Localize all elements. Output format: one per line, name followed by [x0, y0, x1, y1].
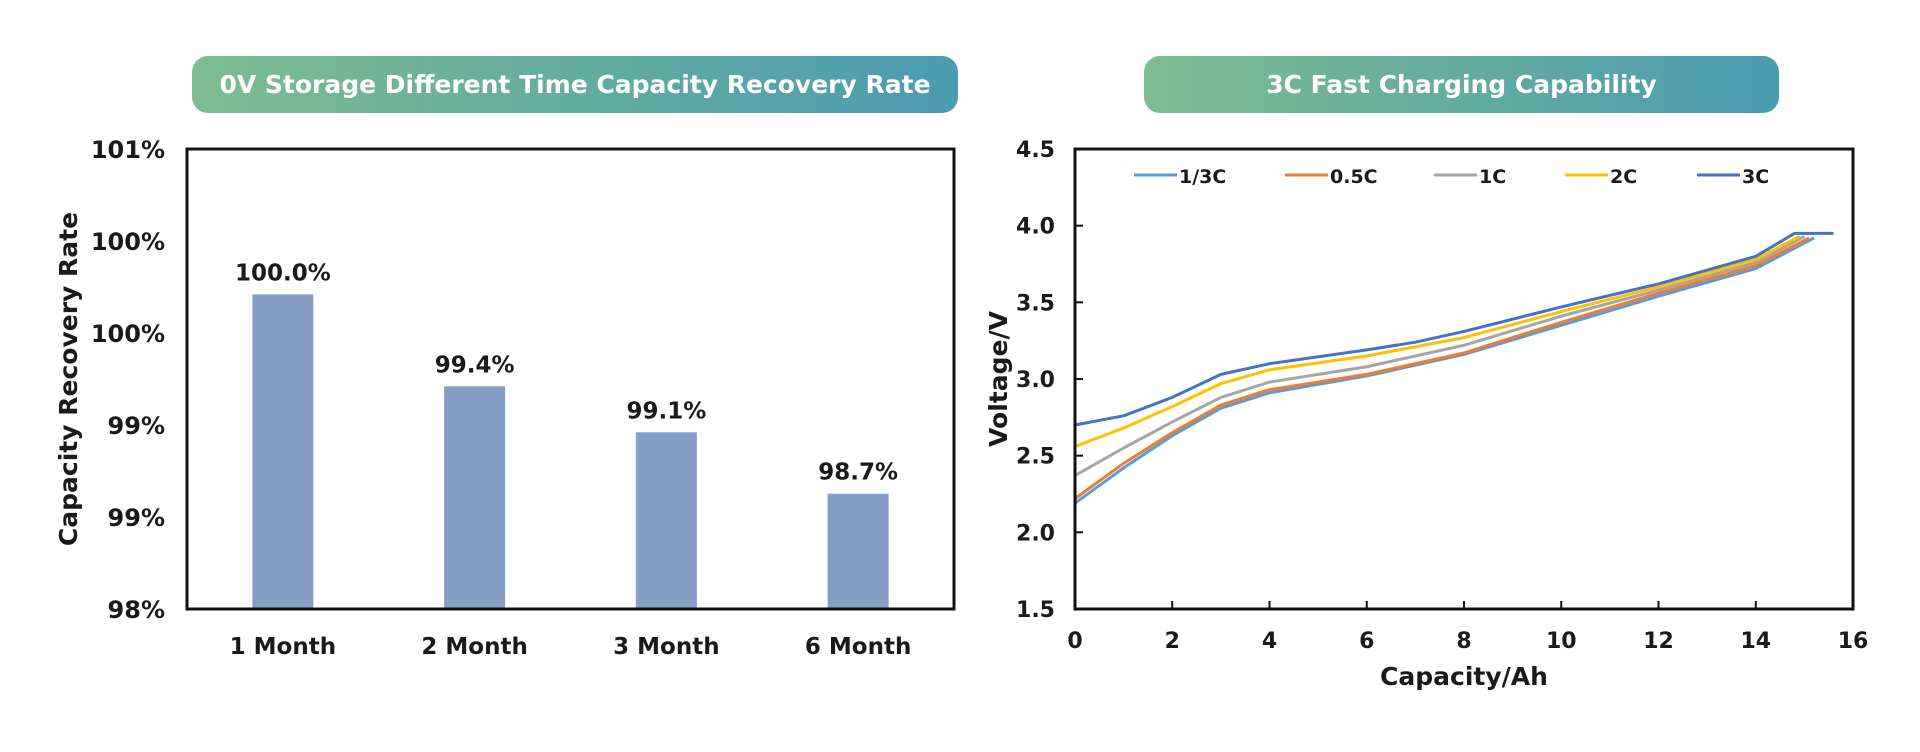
y-tick-label: 4.5 [1016, 138, 1055, 163]
y-tick-label: 4.0 [1016, 215, 1055, 240]
x-tick-label: 2 [1165, 629, 1180, 654]
y-tick-label: 1.5 [1016, 598, 1055, 623]
bar-chart: 100.0% 1 Month 99.4% 2 Month 99.1% 3 Month 98.… [54, 136, 956, 660]
y-axis-label: Voltage/V [984, 310, 1013, 447]
legend-label: 3C [1742, 166, 1769, 188]
legend-label: 0.5C [1330, 166, 1378, 188]
bar [827, 493, 889, 609]
plot-frame [1073, 147, 1855, 611]
line-chart-title: 3C Fast Charging Capability [1144, 56, 1779, 113]
series-line-1/3C [1073, 236, 1815, 505]
bar-chart-title: 0V Storage Different Time Capacity Recov… [192, 56, 958, 113]
x-tick-label: 8 [1456, 629, 1471, 654]
x-tick-label: 14 [1740, 629, 1771, 654]
y-tick-label: 99% [108, 504, 165, 532]
x-tick-label: 6 Month [805, 634, 911, 660]
y-tick-label: 2.0 [1016, 521, 1055, 546]
line-chart: 0 2 4 6 8 10 12 14 16 1.5 2.0 2.5 3.0 3.5 4.0 4.5 Capaci… [984, 138, 1868, 691]
series-line-3C [1073, 231, 1834, 502]
y-axis-label: Capacity Recovery Rate [54, 212, 83, 546]
x-axis-label: Capacity/Ah [1380, 662, 1548, 691]
legend-label: 1C [1479, 166, 1506, 188]
legend-label: 2C [1610, 166, 1637, 188]
bar [635, 432, 697, 609]
x-tick-label: 16 [1838, 629, 1869, 654]
y-tick-label: 98% [108, 596, 165, 624]
y-tick-label: 99% [108, 412, 165, 440]
x-tick-label: 12 [1643, 629, 1674, 654]
y-tick-label: 2.5 [1016, 445, 1055, 470]
data-label: 98.7% [818, 460, 898, 486]
x-tick-label: 6 [1359, 629, 1374, 654]
plot-frame [185, 147, 956, 611]
series-line-1C [1074, 235, 1806, 477]
y-tick-label: 3.5 [1016, 291, 1055, 316]
data-label: 99.4% [435, 352, 515, 378]
y-tick-label: 101% [91, 136, 165, 164]
series-line-2C [1074, 235, 1801, 448]
bar [252, 294, 314, 609]
y-tick-label: 100% [91, 320, 165, 348]
x-tick-label: 1 Month [230, 634, 336, 660]
legend-label: 1/3C [1179, 166, 1226, 188]
x-tick-label: 2 Month [421, 634, 527, 660]
x-tick-label: 0 [1067, 629, 1082, 654]
y-tick-label: 100% [91, 228, 165, 256]
bar [444, 386, 506, 609]
x-tick-label: 4 [1262, 629, 1277, 654]
x-tick-label: 10 [1546, 629, 1577, 654]
y-tick-label: 3.0 [1016, 368, 1055, 393]
data-label: 99.1% [626, 398, 706, 424]
data-label: 100.0% [235, 260, 331, 286]
series-line-0.5C [1074, 236, 1810, 500]
x-tick-label: 3 Month [613, 634, 719, 660]
